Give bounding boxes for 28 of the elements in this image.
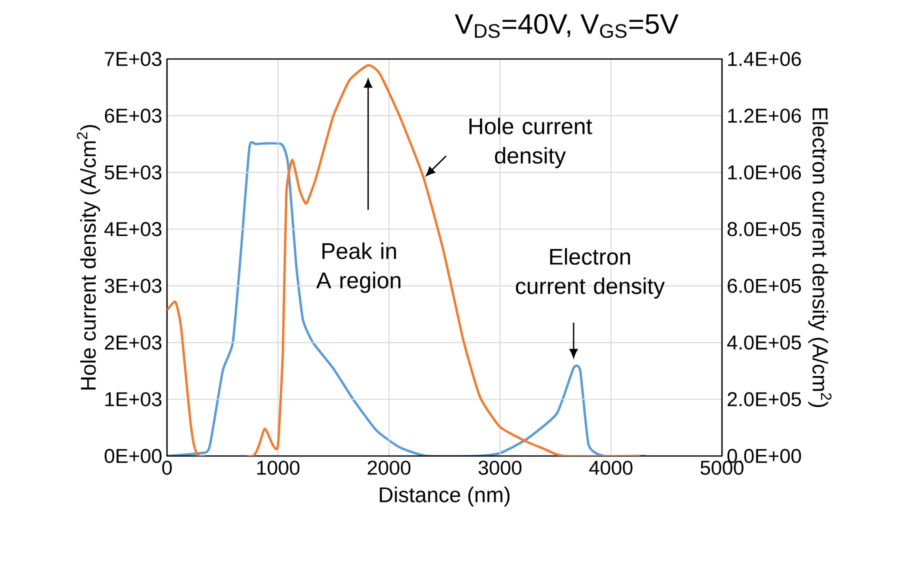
y-tick-label: 7E+03 — [104, 52, 162, 66]
y-axis-title: Hole current density (A/cm$^{2}$) — [76, 125, 100, 390]
annotation: Hole current density — [469, 118, 592, 168]
x-tick-label: 3000 — [478, 460, 522, 475]
x-tick-label: 2000 — [368, 460, 410, 475]
y2-tick-label: 4.0E+05 — [727, 335, 801, 350]
y2-tick-label: 1.2E+06 — [728, 108, 801, 123]
y2-tick-label: 1.0E+06 — [728, 165, 801, 180]
x-tick-label: 4000 — [589, 460, 632, 475]
y-tick-label: 6E+03 — [104, 108, 162, 123]
x-tick-label: 1000 — [257, 460, 300, 475]
y-tick-label: 3E+03 — [104, 278, 162, 293]
y2-tick-label: 8.0E+05 — [728, 222, 801, 236]
y2-tick-label: 2.0E+05 — [728, 392, 801, 406]
y-tick-label: 5E+03 — [104, 165, 162, 180]
y-tick-label: 0E+00 — [104, 448, 162, 464]
x-axis-title: Distance (nm) — [380, 486, 510, 507]
x-tick-label: 5000 — [700, 460, 744, 475]
y-tick-label: 2E+03 — [104, 335, 162, 350]
annotation: Peak in A region — [316, 242, 400, 293]
y2-axis-title: Electron current density (A/cm$^{2}$) — [808, 108, 832, 408]
y2-tick-label: 6.0E+05 — [728, 278, 801, 293]
y-tick-label: 4E+03 — [104, 222, 162, 236]
x-tick-label: 0 — [162, 460, 172, 475]
chart-title: V$_{DS}$=40V, V$_{GS}$=5V — [454, 14, 679, 38]
y2-tick-label: 1.4E+06 — [728, 52, 801, 66]
annotation: Electron current density — [516, 248, 665, 299]
y-tick-label: 1E+03 — [105, 392, 162, 406]
